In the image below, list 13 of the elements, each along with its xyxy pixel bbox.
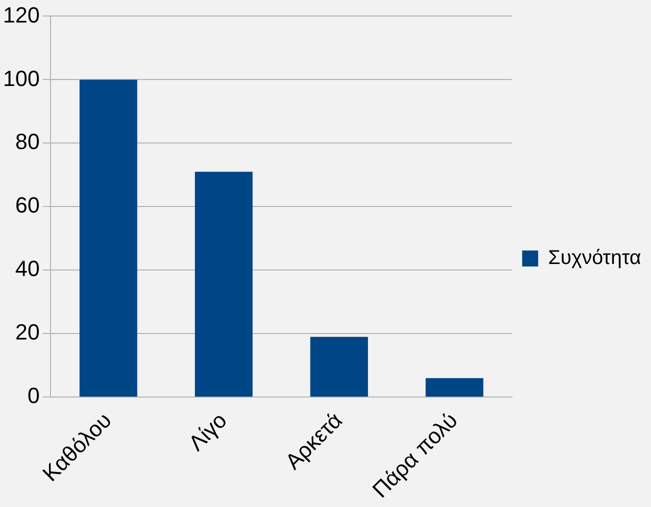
x-tick-label: Λίγο — [184, 408, 232, 456]
y-tick-label: 80 — [15, 129, 40, 154]
y-tick-label: 0 — [27, 383, 40, 408]
y-tick-label: 100 — [2, 66, 40, 91]
legend-label: Συχνότητα — [548, 247, 641, 270]
bar — [194, 172, 253, 397]
y-tick-label: 20 — [15, 320, 40, 345]
y-tick-label: 120 — [2, 2, 40, 28]
bar — [310, 336, 368, 397]
bar — [426, 378, 484, 397]
y-tick-label: 60 — [15, 192, 40, 218]
y-tick-label: 40 — [15, 256, 40, 282]
bar — [80, 80, 138, 397]
